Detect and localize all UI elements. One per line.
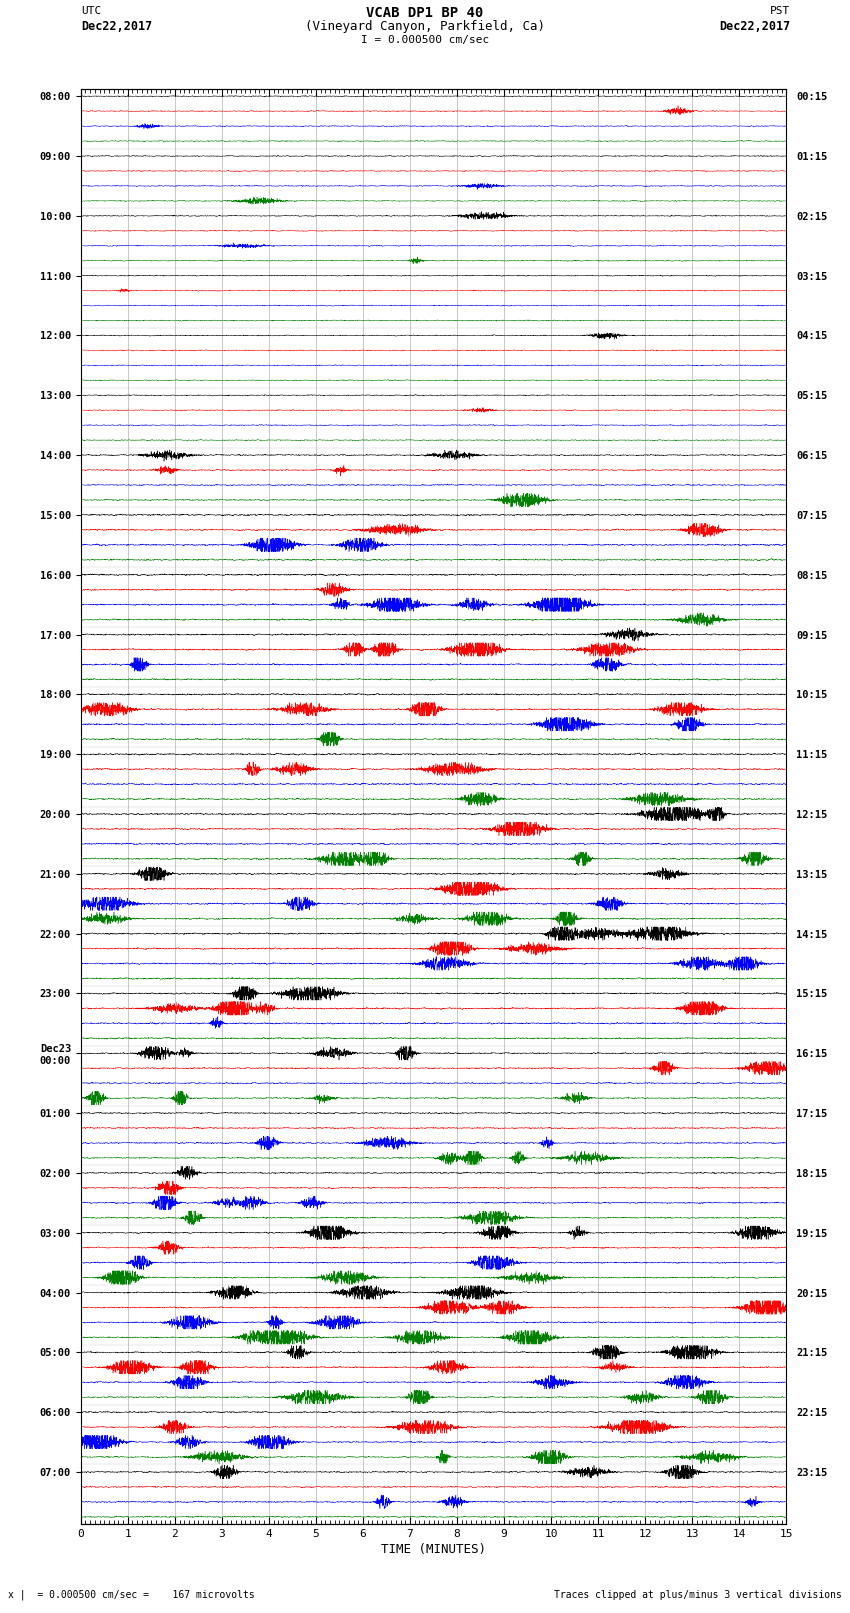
Text: x |  = 0.000500 cm/sec =    167 microvolts: x | = 0.000500 cm/sec = 167 microvolts xyxy=(8,1589,255,1600)
Text: I = 0.000500 cm/sec: I = 0.000500 cm/sec xyxy=(361,35,489,45)
Text: UTC: UTC xyxy=(81,5,101,16)
Text: (Vineyard Canyon, Parkfield, Ca): (Vineyard Canyon, Parkfield, Ca) xyxy=(305,19,545,34)
Text: PST: PST xyxy=(770,5,790,16)
Text: Dec22,2017: Dec22,2017 xyxy=(719,19,791,34)
X-axis label: TIME (MINUTES): TIME (MINUTES) xyxy=(381,1544,486,1557)
Text: Traces clipped at plus/minus 3 vertical divisions: Traces clipped at plus/minus 3 vertical … xyxy=(553,1590,842,1600)
Text: VCAB DP1 BP 40: VCAB DP1 BP 40 xyxy=(366,5,484,19)
Text: Dec22,2017: Dec22,2017 xyxy=(81,19,152,34)
